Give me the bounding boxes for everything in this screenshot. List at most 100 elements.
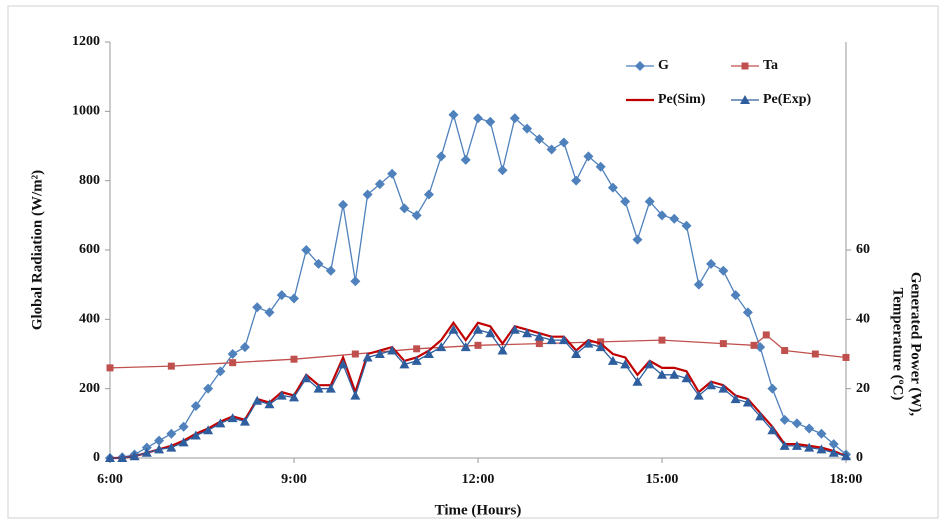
data-point <box>509 324 520 334</box>
data-point <box>276 290 287 301</box>
data-point <box>474 341 482 349</box>
data-point <box>620 359 631 369</box>
data-point <box>632 234 643 245</box>
data-point <box>190 401 201 411</box>
data-point <box>730 394 741 404</box>
data-point <box>411 355 422 365</box>
data-point <box>239 416 250 426</box>
data-point <box>141 442 152 453</box>
data-point <box>399 203 410 214</box>
data-point <box>374 179 385 190</box>
y-axis-label: Global Radiation (W/m²) <box>29 170 45 330</box>
data-point <box>828 439 839 450</box>
data-point <box>681 373 692 383</box>
y-tick-label: 400 <box>79 312 100 327</box>
legend-label: G <box>658 58 669 73</box>
data-point <box>558 335 569 345</box>
data-point <box>595 161 606 172</box>
data-point <box>338 199 349 210</box>
chart-frame <box>7 5 939 519</box>
data-point <box>178 421 189 432</box>
data-point <box>522 328 533 338</box>
legend-marker <box>740 95 750 104</box>
data-point <box>571 175 582 186</box>
data-point <box>203 425 214 435</box>
data-point <box>117 453 128 462</box>
data-point <box>215 366 226 377</box>
data-point <box>706 258 717 269</box>
data-point <box>693 279 704 290</box>
data-point <box>460 154 471 165</box>
data-point <box>742 397 753 407</box>
y-tick-label: 0 <box>93 450 100 465</box>
data-point <box>313 258 324 269</box>
data-point <box>620 196 631 207</box>
x-tick-label: 6:00 <box>97 472 123 487</box>
data-point <box>546 144 557 155</box>
data-point <box>387 345 398 355</box>
data-point <box>595 342 606 352</box>
data-point <box>473 324 483 334</box>
data-point <box>816 428 827 439</box>
data-point <box>571 349 582 358</box>
data-point <box>301 245 312 255</box>
data-point <box>657 369 667 379</box>
x-tick-label: 9:00 <box>281 472 307 487</box>
data-point <box>485 328 496 338</box>
data-point <box>644 359 655 369</box>
data-point <box>522 123 533 134</box>
data-point <box>657 210 667 221</box>
data-point <box>828 447 839 457</box>
data-point <box>693 390 704 400</box>
data-point <box>755 411 766 421</box>
data-point <box>811 350 819 358</box>
data-point <box>706 380 717 390</box>
data-point <box>460 342 471 352</box>
data-point <box>779 440 790 450</box>
data-point <box>106 364 114 372</box>
y2-axis-label: Temperature (ºC) <box>890 288 906 401</box>
data-point <box>841 451 851 461</box>
data-point <box>804 423 815 434</box>
data-point <box>289 293 299 304</box>
data-point <box>166 428 177 439</box>
data-point <box>755 342 766 353</box>
x-tick-label: 15:00 <box>646 472 679 487</box>
data-point <box>497 345 508 355</box>
data-point <box>105 453 115 462</box>
data-point <box>289 392 299 402</box>
data-point <box>767 383 778 394</box>
data-point <box>313 383 324 393</box>
data-point <box>362 189 373 200</box>
data-point <box>203 383 214 394</box>
data-point <box>264 307 275 318</box>
data-point <box>276 390 287 400</box>
data-point <box>583 151 594 162</box>
data-point <box>351 350 359 358</box>
data-point <box>227 349 238 359</box>
data-point <box>448 109 459 120</box>
data-point <box>338 359 349 369</box>
data-point <box>215 418 226 428</box>
data-point <box>546 335 557 345</box>
data-point <box>374 349 385 358</box>
data-point <box>842 353 850 361</box>
data-point <box>141 447 152 457</box>
data-point <box>658 336 666 344</box>
data-point <box>413 345 421 353</box>
data-point <box>607 355 618 365</box>
y-tick-label: 1000 <box>72 104 100 119</box>
data-point <box>301 373 312 383</box>
data-point <box>350 390 361 400</box>
data-point <box>178 437 189 447</box>
data-point <box>167 362 175 370</box>
legend-label: Pe(Exp) <box>763 92 812 107</box>
data-point <box>767 425 778 435</box>
data-point <box>669 213 680 224</box>
data-point <box>497 165 508 176</box>
data-point <box>669 369 680 379</box>
data-point <box>730 290 741 301</box>
x-tick-label: 18:00 <box>830 472 863 487</box>
data-point <box>597 338 605 346</box>
